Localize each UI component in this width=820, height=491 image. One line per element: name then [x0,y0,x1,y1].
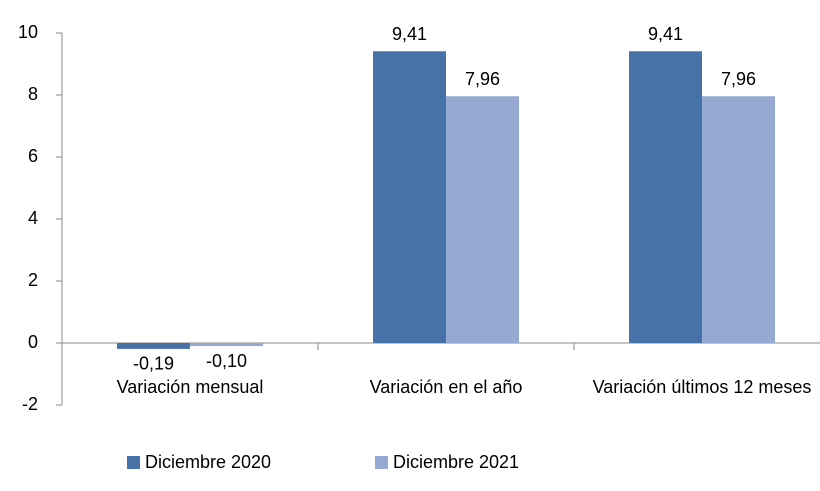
x-tick-label: Variación últimos 12 meses [592,377,812,397]
value-label: 7,96 [721,69,756,89]
legend-label: Diciembre 2020 [145,452,271,472]
y-tick-label: 8 [28,84,38,104]
bar [629,51,702,343]
y-tick-label: -2 [22,394,38,414]
x-tick-label: Variación en el año [369,377,523,397]
bar [446,96,519,344]
bar [190,343,263,347]
x-tick-label: Variación mensual [116,377,264,397]
value-label: -0,19 [133,354,174,374]
legend-label: Diciembre 2021 [393,452,519,472]
value-label: 7,96 [465,69,500,89]
legend-swatch [127,456,140,469]
bar [702,96,775,344]
value-label: -0,10 [206,351,247,371]
value-label: 9,41 [392,24,427,44]
legend-swatch [375,456,388,469]
y-tick-label: 0 [28,332,38,352]
y-tick-label: 2 [28,270,38,290]
bar [117,343,190,349]
y-tick-label: 4 [28,208,38,228]
y-tick-label: 10 [18,22,38,42]
bar [373,51,446,343]
y-tick-label: 6 [28,146,38,166]
value-label: 9,41 [648,24,683,44]
